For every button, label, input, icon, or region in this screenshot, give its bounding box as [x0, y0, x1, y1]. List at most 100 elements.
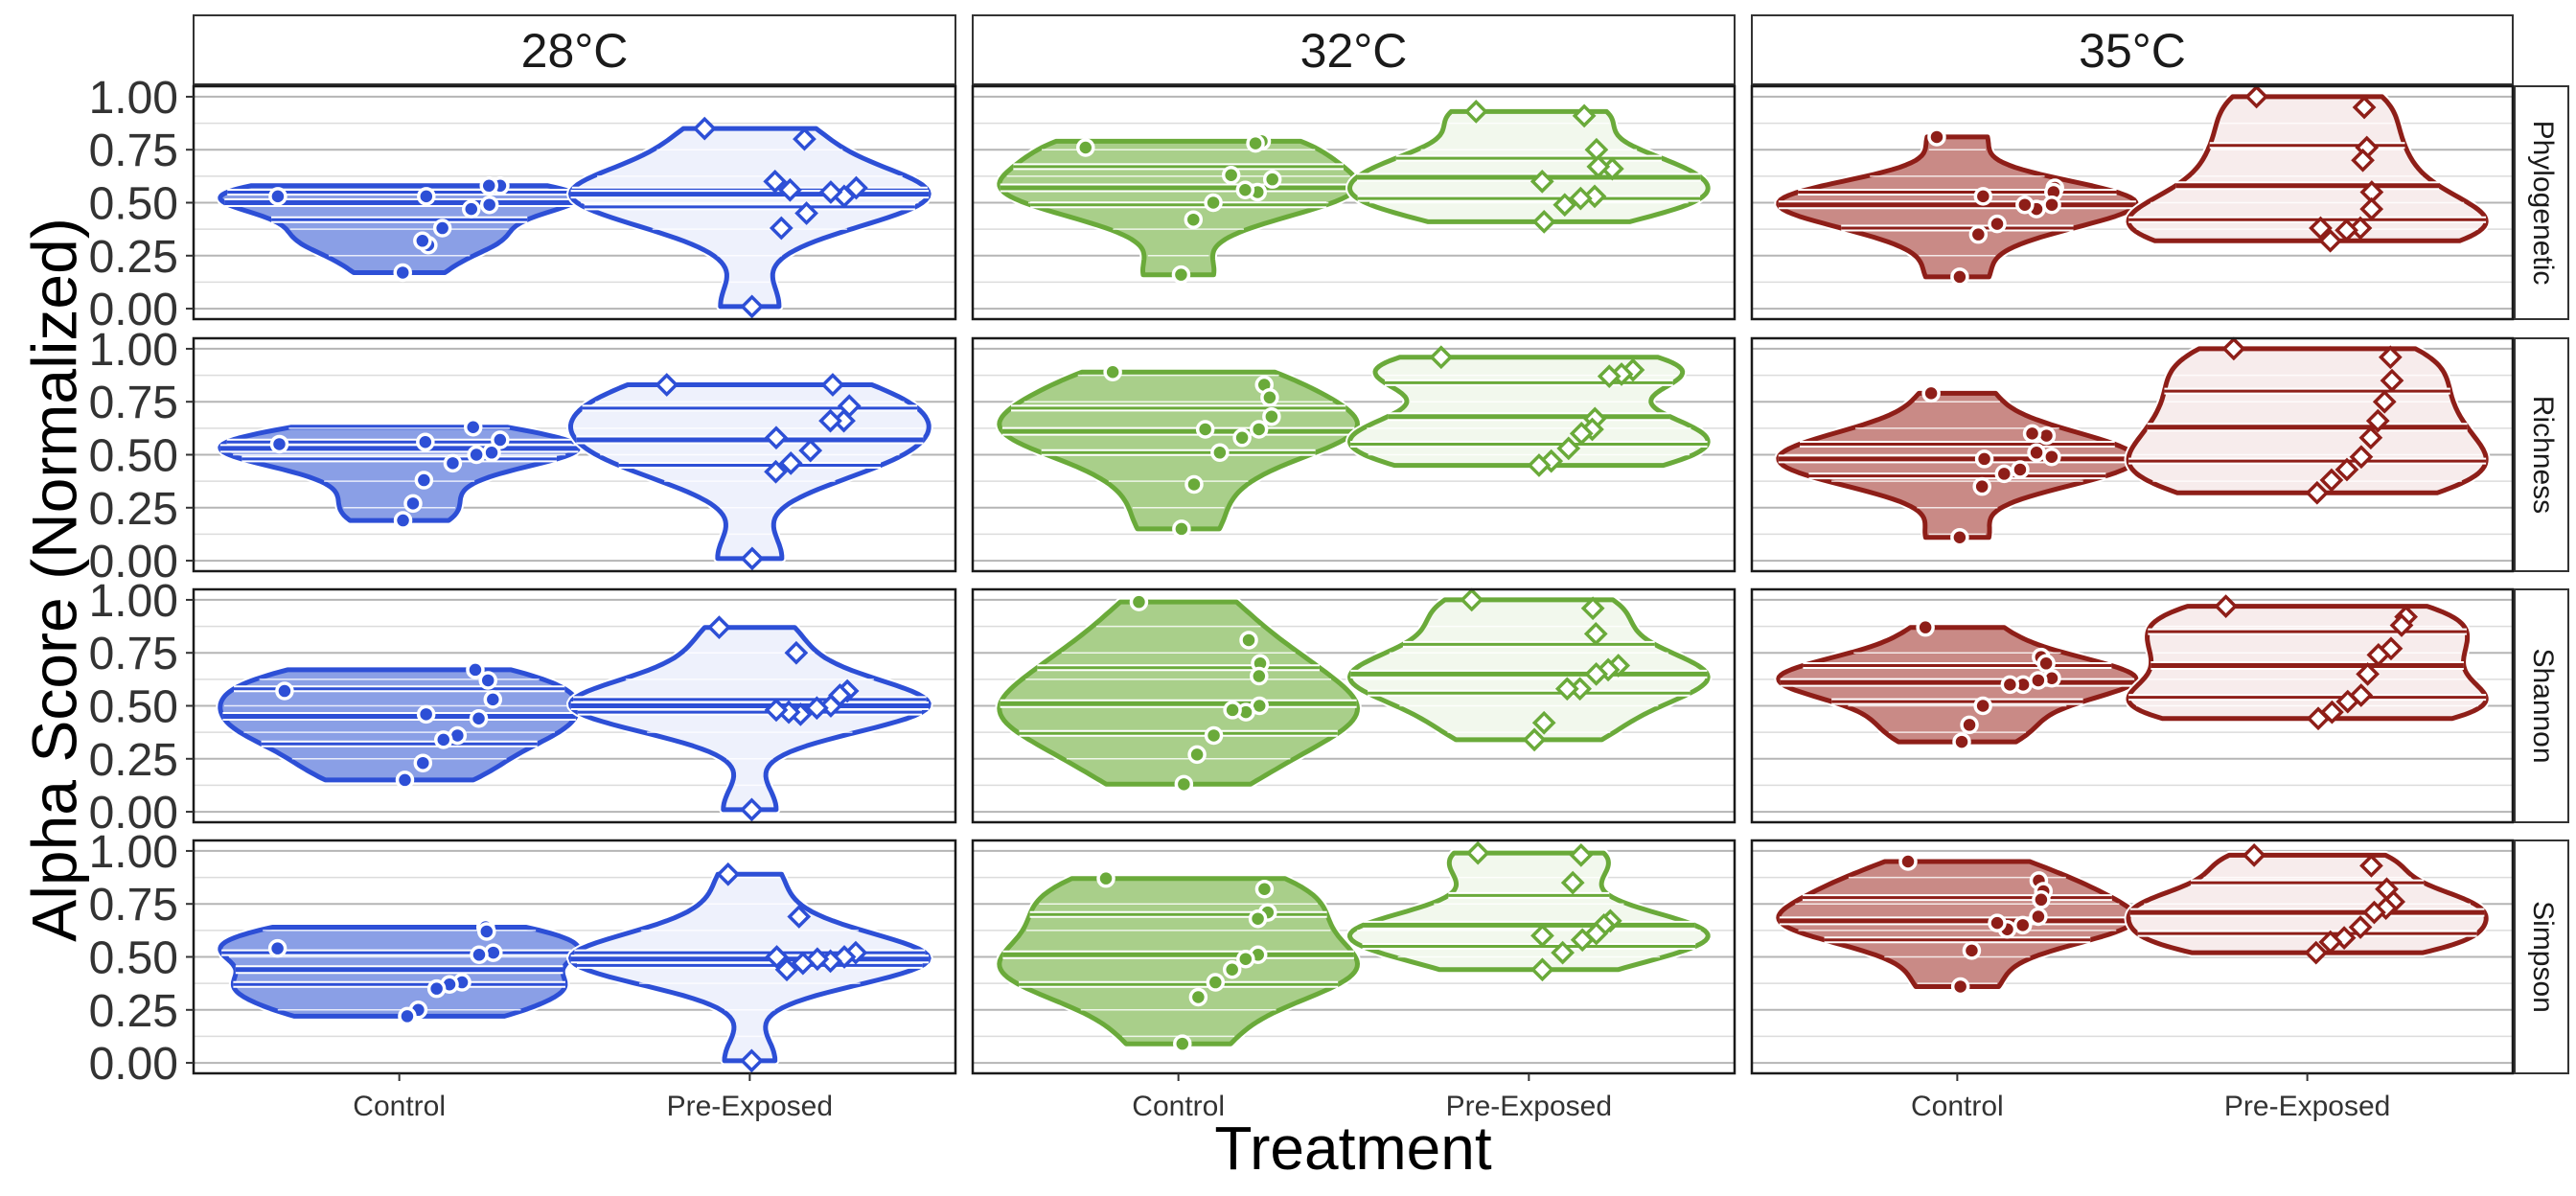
data-point-circle — [1232, 428, 1252, 448]
data-point-circle — [1096, 868, 1116, 888]
data-point-diamond — [764, 459, 788, 484]
data-point-circle — [1968, 224, 1989, 244]
y-tick-label: 0.50 — [89, 431, 178, 482]
data-point-diamond — [740, 797, 764, 822]
data-point-circle — [1246, 133, 1265, 153]
data-point-circle — [434, 730, 453, 749]
data-point-circle — [1184, 474, 1204, 494]
data-point-diamond — [2335, 689, 2360, 714]
y-tick-label: 0.25 — [89, 986, 178, 1037]
data-point-circle — [1195, 420, 1215, 439]
data-point-diamond — [692, 116, 717, 141]
facet-label-column: 32°C — [1300, 24, 1408, 78]
data-point-circle — [1916, 617, 1935, 637]
data-point-diamond — [1463, 100, 1488, 124]
data-point-circle — [268, 187, 288, 206]
data-point-circle — [2042, 195, 2061, 215]
data-point-diamond — [739, 1048, 764, 1073]
data-point-circle — [466, 660, 485, 679]
data-point-diamond — [2366, 643, 2391, 667]
data-point-circle — [267, 938, 288, 958]
data-point-circle — [1960, 715, 1979, 735]
violin-pre — [2124, 842, 2491, 965]
data-point-circle — [483, 690, 503, 709]
data-point-diamond — [1586, 154, 1611, 179]
data-point-circle — [482, 443, 501, 463]
y-tick-label: 0.75 — [89, 629, 178, 679]
violin-pre — [1346, 587, 1713, 752]
data-point-circle — [395, 770, 415, 790]
y-axis-title: Alpha Score (Normalized) — [18, 218, 89, 942]
data-point-circle — [275, 681, 294, 701]
data-point-diamond — [793, 126, 816, 151]
y-tick-label: 0.00 — [89, 1039, 178, 1090]
violin-control — [1774, 852, 2141, 997]
data-point-circle — [413, 231, 432, 251]
data-point-diamond — [1584, 137, 1609, 162]
facet-panel — [1750, 336, 2515, 573]
data-point-circle — [403, 494, 423, 514]
data-point-diamond — [2244, 84, 2268, 109]
data-point-diamond — [2365, 408, 2390, 433]
data-point-circle — [1249, 420, 1269, 439]
data-point-circle — [398, 1006, 417, 1026]
violin-pre — [566, 615, 933, 822]
y-tick-label: 0.25 — [89, 484, 178, 535]
data-point-circle — [1974, 449, 1994, 469]
data-point-diamond — [2306, 706, 2331, 731]
data-point-diamond — [778, 177, 802, 202]
facet-panel — [971, 587, 1736, 824]
y-tick-label: 1.00 — [89, 827, 178, 878]
facet-label-row: Shannon — [2527, 648, 2559, 763]
violin-control — [1774, 127, 2141, 287]
facet-panel — [1750, 84, 2515, 321]
violin-body — [997, 599, 1360, 787]
data-point-circle — [1221, 166, 1241, 185]
x-tick-label: Control — [1132, 1091, 1225, 1122]
facet-panel — [192, 839, 957, 1075]
data-point-diamond — [1568, 186, 1593, 211]
data-point-circle — [1262, 170, 1282, 189]
y-tick-label: 0.00 — [89, 285, 178, 335]
panels-layer: 28°C0.000.250.500.751.000.000.250.500.75… — [89, 14, 2569, 1122]
facet-panel — [1750, 839, 2515, 1075]
data-point-diamond — [2309, 216, 2333, 241]
data-point-diamond — [1582, 184, 1607, 209]
data-point-diamond — [740, 294, 765, 319]
data-point-diamond — [791, 951, 816, 976]
x-tick-label: Pre-Exposed — [1446, 1091, 1612, 1122]
data-point-diamond — [2389, 613, 2414, 637]
panel-border — [1750, 587, 2515, 824]
data-point-diamond — [2372, 389, 2397, 414]
data-point-diamond — [740, 546, 765, 571]
violin-control — [216, 660, 583, 790]
data-point-circle — [269, 434, 289, 454]
data-point-diamond — [2380, 368, 2404, 393]
y-tick-label: 0.75 — [89, 880, 178, 931]
data-point-circle — [2015, 195, 2035, 215]
data-point-diamond — [1460, 587, 1484, 612]
data-point-diamond — [764, 698, 789, 723]
data-point-diamond — [763, 170, 788, 194]
data-point-circle — [1235, 180, 1255, 199]
facet-strip-column — [193, 14, 956, 85]
data-point-diamond — [1552, 193, 1577, 218]
violin-pre — [566, 116, 933, 319]
data-point-diamond — [2304, 940, 2329, 965]
data-point-diamond — [1560, 870, 1585, 895]
data-point-diamond — [2334, 457, 2359, 482]
panel-border — [971, 587, 1736, 824]
data-point-diamond — [2334, 218, 2358, 242]
data-point-circle — [1898, 852, 1918, 871]
violin-pre — [566, 373, 933, 571]
data-point-circle — [1204, 725, 1224, 746]
data-point-circle — [1210, 443, 1230, 463]
data-point-circle — [1103, 362, 1122, 382]
data-point-circle — [1952, 732, 1971, 751]
violin-pre — [2124, 84, 2491, 253]
data-point-diamond — [1569, 842, 1594, 867]
violin-pre — [566, 862, 933, 1073]
y-tick-label: 1.00 — [89, 325, 178, 376]
data-point-circle — [1973, 696, 1992, 716]
